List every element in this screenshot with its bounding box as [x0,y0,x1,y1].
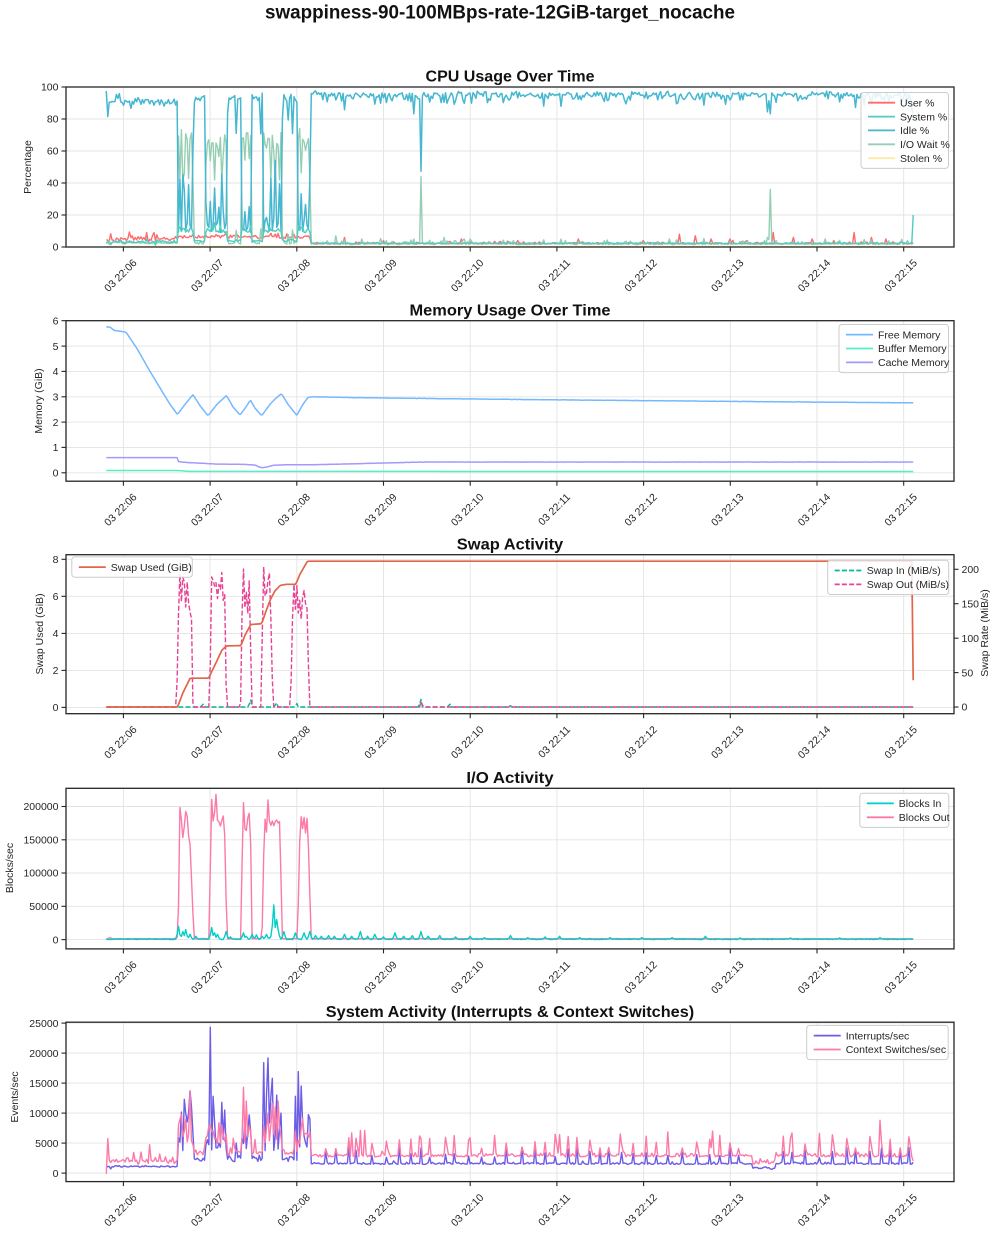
svg-text:200: 200 [962,564,980,576]
svg-text:0: 0 [53,468,59,480]
svg-text:Interrupts/sec: Interrupts/sec [846,1030,910,1042]
svg-text:I/O Wait %: I/O Wait % [900,139,950,151]
svg-text:100: 100 [962,633,980,645]
svg-text:Swap Rate (MiB/s): Swap Rate (MiB/s) [979,589,991,677]
svg-text:10000: 10000 [29,1108,58,1120]
svg-text:6: 6 [53,591,59,603]
svg-text:60: 60 [47,146,59,158]
svg-text:Memory (GiB): Memory (GiB) [33,368,45,433]
svg-text:1: 1 [53,442,59,454]
svg-text:Swap In (MiB/s): Swap In (MiB/s) [867,565,941,577]
svg-text:80: 80 [47,114,59,126]
svg-text:50: 50 [962,667,974,679]
svg-text:6: 6 [53,315,59,327]
svg-text:Blocks Out: Blocks Out [899,812,950,824]
svg-text:150: 150 [962,598,980,610]
svg-text:0: 0 [962,702,968,714]
svg-text:Swap Used (GiB): Swap Used (GiB) [34,593,46,674]
svg-text:20000: 20000 [29,1048,58,1060]
svg-text:100000: 100000 [23,868,58,880]
svg-text:2: 2 [53,417,59,429]
svg-text:Blocks/sec: Blocks/sec [4,843,16,893]
svg-text:User %: User % [900,97,934,109]
svg-text:Cache Memory: Cache Memory [878,357,950,369]
svg-text:5000: 5000 [35,1138,59,1150]
svg-text:System Activity (Interrupts &: System Activity (Interrupts & Context Sw… [326,1004,694,1021]
svg-text:15000: 15000 [29,1078,58,1090]
svg-text:0: 0 [53,934,59,946]
svg-text:swappiness-90-100MBps-rate-12G: swappiness-90-100MBps-rate-12GiB-target_… [265,2,735,23]
svg-text:4: 4 [53,366,59,378]
svg-text:Swap Activity: Swap Activity [457,536,564,553]
svg-text:Percentage: Percentage [22,140,34,194]
svg-text:I/O Activity: I/O Activity [466,770,553,787]
svg-text:Context Switches/sec: Context Switches/sec [846,1044,946,1056]
svg-text:100: 100 [41,82,59,94]
svg-text:Swap Used (GiB): Swap Used (GiB) [111,562,192,574]
svg-text:150000: 150000 [23,835,58,847]
svg-text:200000: 200000 [23,801,58,813]
svg-text:25000: 25000 [29,1018,58,1030]
svg-text:5: 5 [53,341,59,353]
svg-text:3: 3 [53,391,59,403]
svg-text:Idle %: Idle % [900,125,929,137]
svg-text:CPU Usage Over Time: CPU Usage Over Time [426,69,595,86]
svg-text:Free Memory: Free Memory [878,329,941,341]
svg-text:0: 0 [53,702,59,714]
svg-text:8: 8 [53,554,59,566]
svg-text:Events/sec: Events/sec [9,1071,21,1122]
svg-text:Swap Out (MiB/s): Swap Out (MiB/s) [867,579,949,591]
svg-text:Blocks In: Blocks In [899,798,942,810]
svg-text:Buffer Memory: Buffer Memory [878,343,947,355]
svg-text:4: 4 [53,628,59,640]
svg-text:40: 40 [47,178,59,190]
svg-text:2: 2 [53,665,59,677]
svg-text:Memory Usage Over Time: Memory Usage Over Time [410,302,611,319]
svg-text:Stolen %: Stolen % [900,153,942,165]
svg-text:0: 0 [53,1168,59,1180]
svg-text:50000: 50000 [29,901,58,913]
svg-text:System %: System % [900,111,947,123]
svg-text:0: 0 [53,242,59,254]
svg-text:20: 20 [47,210,59,222]
